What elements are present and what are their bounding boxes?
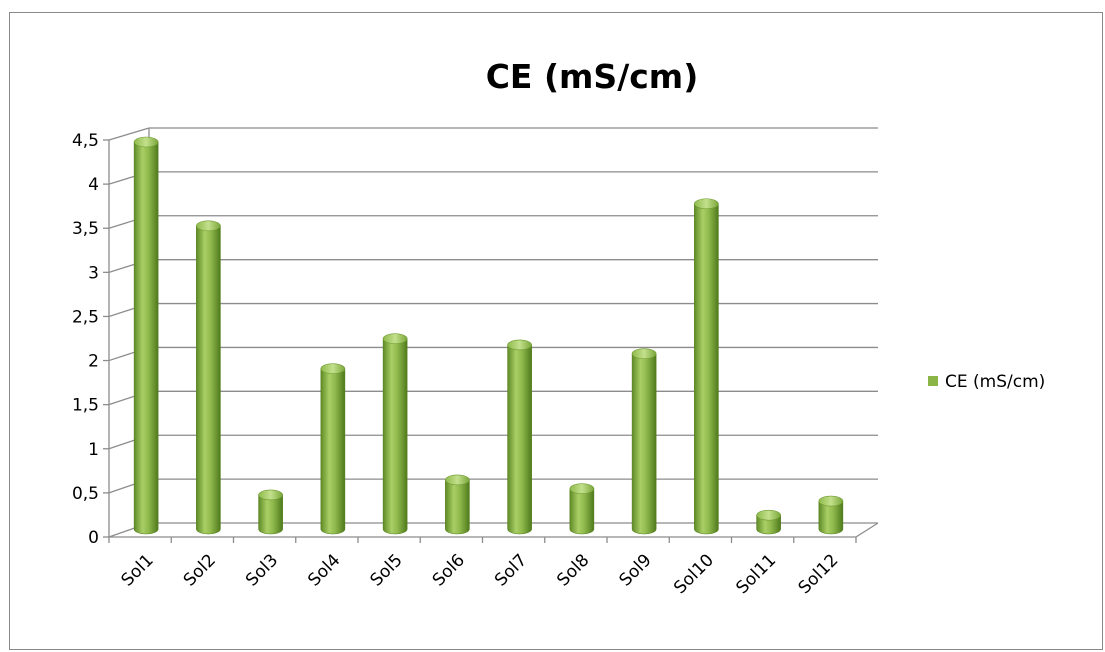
grid-layer [108,127,878,538]
chart-svg: CE (mS/cm) 0 0,5 1 1,5 2 2,5 3 3,5 4 4,5 Sol1 Sol2… [72,57,1045,598]
gridline-side [108,127,150,141]
bar [818,495,844,535]
bar-layer [133,136,844,535]
legend-swatch [928,376,938,386]
chart-frame: CE (mS/cm) 0 0,5 1 1,5 2 2,5 3 3,5 4 4,5 Sol1 Sol2… [9,12,1103,650]
x-tick-label: Sol8 [553,550,593,590]
y-tick-label: 4,5 [72,131,99,151]
x-tick-label: Sol3 [242,550,282,590]
floor-right-edge [855,522,879,538]
x-tick-label: Sol5 [367,550,407,590]
x-tick-label: Sol1 [118,550,158,590]
bar [631,348,657,535]
y-tick-label: 1,5 [72,396,99,416]
x-tick-label: Sol11 [732,550,780,598]
x-tick-label: Sol4 [304,550,344,590]
y-tick-label: 3,5 [72,219,99,239]
legend-label: CE (mS/cm) [945,372,1045,392]
y-tick-label: 1 [88,440,99,460]
x-tick-label: Sol12 [795,550,843,598]
y-tick-label: 0,5 [72,484,99,504]
x-tick-label: Sol2 [180,550,220,590]
bar [320,363,346,535]
x-axis-tick-labels: Sol1 Sol2 Sol3 Sol4 Sol5 Sol6 Sol7 Sol8 Sol9 Sol1… [118,550,843,598]
y-axis-tick-labels: 0 0,5 1 1,5 2 2,5 3 3,5 4 4,5 [72,131,99,548]
x-tick-label: Sol10 [670,550,718,598]
chart-title: CE (mS/cm) [486,57,699,96]
y-tick-label: 2 [88,352,99,372]
bar [569,483,595,535]
y-tick-label: 4 [88,175,99,195]
bar [694,198,719,535]
bar [258,489,283,535]
bar [382,333,408,535]
legend: CE (mS/cm) [928,372,1045,392]
y-tick-label: 0 [88,528,99,548]
bar [507,339,532,535]
bar [445,474,470,535]
bar [756,509,781,535]
y-tick-label: 3 [88,263,99,283]
x-tick-label: Sol7 [491,550,531,590]
x-tick-label: Sol6 [429,550,469,590]
bar [133,136,159,535]
bar [196,220,221,535]
y-tick-label: 2,5 [72,307,99,327]
x-tick-label: Sol9 [616,550,656,590]
